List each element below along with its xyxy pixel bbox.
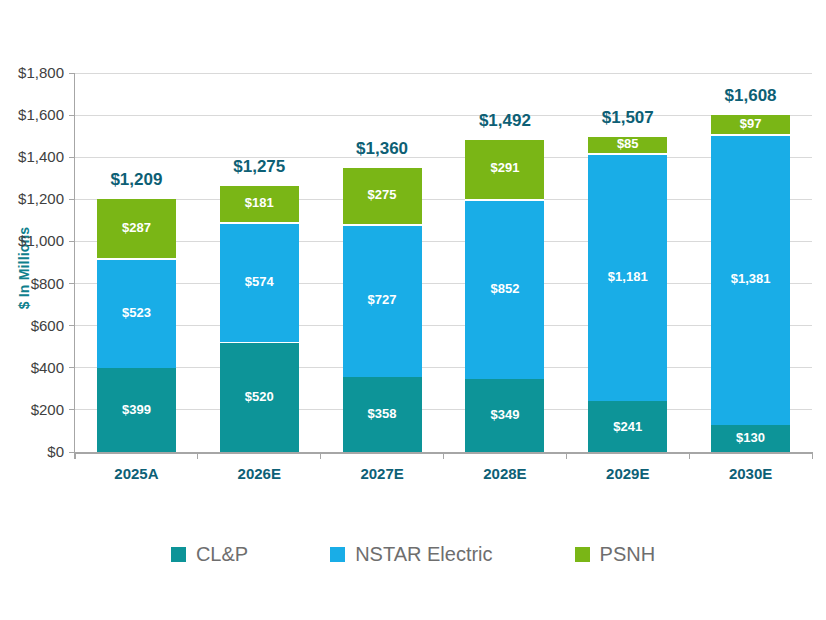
- legend-swatch: [575, 547, 590, 562]
- total-label: $1,209: [76, 169, 196, 191]
- legend-item-cl-p: CL&P: [171, 543, 248, 565]
- segment-label: $181: [220, 195, 299, 211]
- y-tick-label: $800: [0, 274, 64, 294]
- segment-label: $275: [343, 187, 422, 203]
- total-label: $1,608: [691, 85, 811, 107]
- segment-label: $523: [97, 305, 176, 321]
- legend-item-nstar-electric: NSTAR Electric: [330, 543, 492, 565]
- segment-label: $358: [343, 406, 422, 422]
- legend-label: NSTAR Electric: [355, 543, 492, 565]
- y-tick-label: $0: [0, 442, 64, 462]
- y-tick-label: $1,600: [0, 105, 64, 125]
- stacked-bar-chart: $ In Millions CL&PNSTAR ElectricPSNH $0$…: [0, 0, 826, 620]
- legend-item-psnh: PSNH: [575, 543, 656, 565]
- y-tick-label: $1,000: [0, 231, 64, 251]
- x-tick-mark: [566, 452, 567, 459]
- x-tick-mark: [75, 452, 76, 459]
- segment-label: $1,181: [588, 269, 667, 285]
- y-tick-label: $400: [0, 358, 64, 378]
- y-tick-label: $200: [0, 400, 64, 420]
- legend-label: CL&P: [196, 543, 248, 565]
- y-axis-line: [74, 73, 76, 459]
- segment-label: $852: [465, 281, 544, 297]
- y-tick-label: $1,800: [0, 63, 64, 83]
- segment-label: $85: [588, 136, 667, 152]
- total-label: $1,275: [199, 156, 319, 178]
- gridline: [75, 73, 812, 74]
- legend-label: PSNH: [600, 543, 656, 565]
- segment-label: $574: [220, 274, 299, 290]
- total-label: $1,492: [445, 110, 565, 132]
- segment-label: $130: [711, 430, 790, 446]
- segment-label: $349: [465, 407, 544, 423]
- x-tick-mark: [689, 452, 690, 459]
- x-tick-mark: [443, 452, 444, 459]
- segment-label: $727: [343, 292, 422, 308]
- x-tick-label: 2030E: [689, 464, 812, 484]
- gridline: [75, 367, 812, 368]
- gridline: [75, 325, 812, 326]
- total-label: $1,507: [568, 107, 688, 129]
- y-tick-label: $1,400: [0, 147, 64, 167]
- x-tick-mark: [320, 452, 321, 459]
- segment-label: $291: [465, 160, 544, 176]
- gridline: [75, 241, 812, 242]
- y-tick-label: $1,200: [0, 189, 64, 209]
- gridline: [75, 115, 812, 116]
- x-tick-mark: [197, 452, 198, 459]
- segment-label: $1,381: [711, 271, 790, 287]
- gridline: [75, 283, 812, 284]
- segment-label: $520: [220, 389, 299, 405]
- x-tick-label: 2027E: [321, 464, 444, 484]
- x-tick-label: 2026E: [198, 464, 321, 484]
- y-tick-label: $600: [0, 316, 64, 336]
- segment-label: $399: [97, 402, 176, 418]
- total-label: $1,360: [322, 138, 442, 160]
- segment-label: $287: [97, 220, 176, 236]
- x-tick-label: 2029E: [566, 464, 689, 484]
- x-tick-label: 2028E: [444, 464, 567, 484]
- legend-swatch: [330, 547, 345, 562]
- legend-swatch: [171, 547, 186, 562]
- legend: CL&P NSTAR Electric PSNH: [0, 540, 826, 568]
- gridline: [75, 409, 812, 410]
- segment-label: $241: [588, 419, 667, 435]
- x-tick-label: 2025A: [75, 464, 198, 484]
- x-tick-mark: [812, 452, 813, 459]
- gridline: [75, 157, 812, 158]
- segment-label: $97: [711, 116, 790, 132]
- gridline: [75, 199, 812, 200]
